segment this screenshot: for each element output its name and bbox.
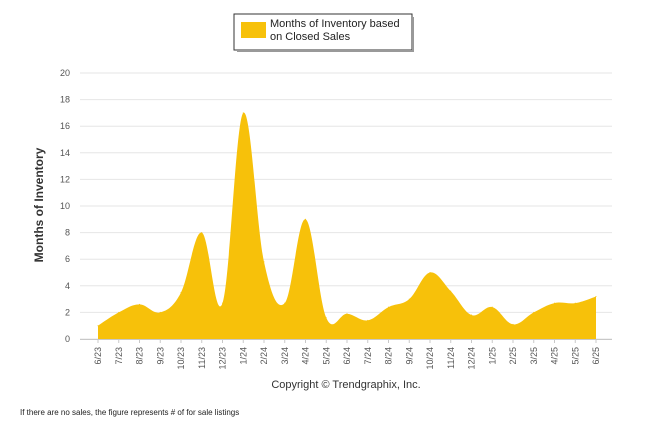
x-tick-label: 3/24 [280,347,290,365]
x-tick-label: 1/25 [487,347,497,365]
x-tick-label: 10/23 [176,347,186,370]
x-tick-label: 11/24 [446,347,456,369]
legend-entry-line-2: on Closed Sales [270,31,351,43]
data-point [574,302,576,304]
y-tick-label: 12 [60,174,70,184]
y-tick-label: 10 [60,201,70,211]
y-axis-label: Months of Inventory [32,147,46,262]
footnote: If there are no sales, the figure repres… [20,408,240,417]
data-point [242,112,244,114]
data-point [325,317,327,319]
data-point [408,298,410,300]
data-point [201,232,203,234]
x-tick-label: 5/24 [321,347,331,365]
x-tick-label: 11/23 [197,347,207,369]
legend-swatch [241,22,266,38]
data-point [118,311,120,313]
x-tick-label: 7/24 [363,347,373,365]
data-point [554,302,555,304]
copyright-annotation: Copyright © Trendgraphix, Inc. [271,379,420,391]
area-series [97,112,597,339]
x-tick-label: 6/23 [93,347,103,365]
y-tick-label: 18 [60,95,70,105]
x-tick-label: 6/25 [591,347,601,365]
y-tick-label: 0 [65,334,70,344]
data-point [512,323,514,325]
x-tick-label: 9/23 [155,347,165,365]
x-tick-label: 2/24 [259,347,269,365]
y-tick-label: 6 [65,254,70,264]
data-point [388,306,389,308]
x-tick-label: 12/24 [467,347,477,370]
data-point [533,311,535,313]
legend: Months of Inventory based on Closed Sale… [233,13,414,52]
y-tick-label: 2 [65,307,70,317]
x-tick-label: 7/23 [114,347,124,365]
legend-box-shadow [412,17,414,52]
data-point [491,306,493,308]
legend-entry-line-1: Months of Inventory based [270,18,400,30]
x-tick-label: 9/24 [404,347,414,365]
data-point [263,261,265,263]
data-point [180,291,182,293]
data-point [222,302,223,304]
y-tick-label: 4 [65,281,70,291]
data-point [595,295,597,297]
data-point [139,303,140,305]
y-tick-label: 8 [65,228,70,238]
y-tick-label: 20 [60,68,70,78]
x-tick-label: 2/25 [508,347,518,365]
data-point [284,302,286,304]
data-point [429,272,431,273]
y-axis-ticks: 0 2 4 6 8 10 12 14 16 18 20 [60,68,70,344]
x-tick-label: 3/25 [529,347,539,365]
data-point [450,290,452,292]
x-tick-label: 1/24 [238,347,248,365]
x-tick-label: 4/24 [301,347,311,365]
data-point [367,319,369,321]
data-point [305,218,306,220]
data-point [346,313,348,315]
x-tick-label: 5/25 [570,347,580,365]
x-tick-label: 10/24 [425,347,435,370]
data-point [97,325,99,327]
x-tick-label: 12/23 [218,347,228,370]
x-axis-ticks: 6/23 7/23 8/23 9/23 10/23 11/23 12/23 1/24 2/24 3… [93,339,601,370]
data-point [471,314,472,316]
x-tick-label: 6/24 [342,347,352,365]
legend-box-shadow-bottom [237,50,414,52]
y-tick-label: 16 [60,121,70,131]
y-tick-label: 14 [60,148,70,158]
x-tick-label: 8/23 [135,347,145,365]
x-tick-label: 8/24 [384,347,394,365]
area-series-fill [98,112,596,339]
grid-lines [80,72,612,340]
data-point [159,311,161,313]
x-tick-label: 4/25 [550,347,560,365]
